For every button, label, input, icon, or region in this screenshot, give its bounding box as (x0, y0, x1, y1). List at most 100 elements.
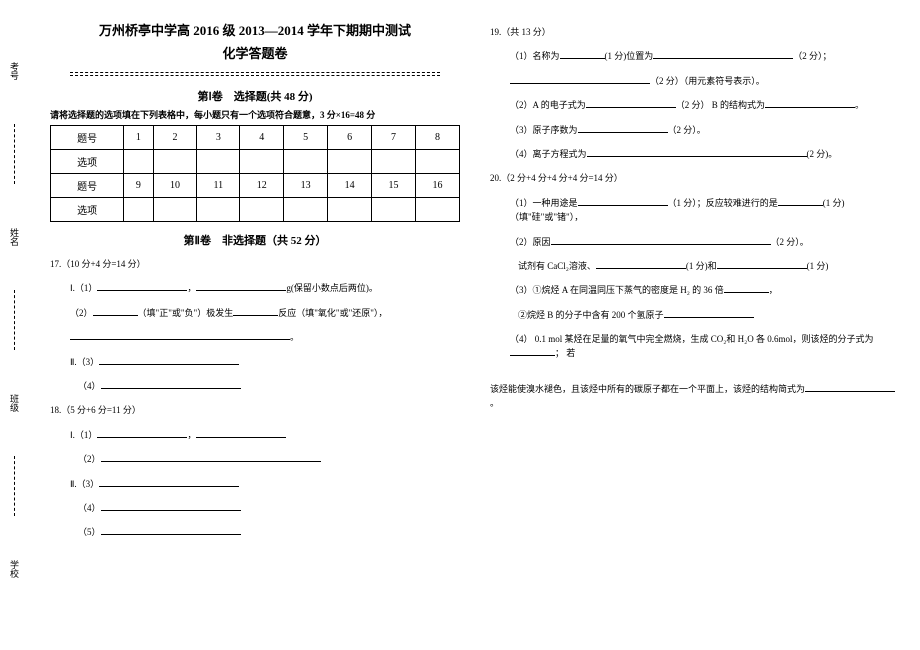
q17-line5: （4） (50, 379, 460, 393)
blank[interactable] (578, 123, 668, 133)
q17-1a: Ⅰ.（1） (70, 283, 97, 293)
q20-taila: 该烃能使溴水褪色，且该烃中所有的碳原子都在一个平面上，该烃的结构简式为 (490, 384, 805, 394)
q17-1c: g(保留小数点后两位)。 (286, 283, 378, 293)
q18-line5: （5） (50, 525, 460, 539)
blank[interactable] (196, 428, 286, 438)
q20-4b: ， (769, 285, 778, 295)
side-label-class: 班级 (8, 392, 21, 414)
blank[interactable] (101, 501, 241, 511)
q20-line6: （4） 0.1 mol 某烃在足量的氧气中完全燃烧，生成 CO₂和 H₂O 各 … (490, 332, 900, 361)
q20-line4: （3）①烷烃 A 在同温同压下蒸气的密度是 H₂ 的 36 倍 ， (490, 283, 900, 297)
blank[interactable] (196, 281, 286, 291)
blank[interactable] (724, 283, 769, 293)
qnum-cell: 5 (284, 126, 328, 150)
side-line (14, 456, 15, 516)
q17-2a: （2） (70, 308, 93, 318)
blank[interactable] (101, 525, 241, 535)
q20-4a: （3）①烷烃 A 在同温同压下蒸气的密度是 H₂ 的 36 倍 (510, 285, 724, 295)
q18-1c: ， (187, 430, 196, 440)
blank[interactable] (510, 346, 555, 356)
table-row: 选项 (51, 150, 460, 174)
ans-cell[interactable] (197, 198, 240, 222)
blank[interactable] (578, 196, 668, 206)
q20-line5: ②烷烃 B 的分子中含有 200 个氢原子 (490, 308, 900, 322)
ans-cell[interactable] (240, 150, 284, 174)
q17-2c: 反应（填"氧化"或"还原"）， (278, 308, 387, 318)
blank[interactable] (805, 382, 895, 392)
q18-line4: （4） (50, 501, 460, 515)
q20-line1: （1）一种用途是（1 分）；反应较难进行的是(1 分)（填"硅"或"锗"）， (490, 196, 900, 225)
q20-5: ②烷烃 B 的分子中含有 200 个氢原子 (518, 310, 664, 320)
q20-head: 20.（2 分+4 分+4 分+4 分=14 分） (490, 171, 900, 185)
q19-1c: （2 分）； (793, 51, 831, 61)
ans-cell[interactable] (328, 150, 372, 174)
ans-cell[interactable] (415, 198, 459, 222)
ans-cell[interactable] (284, 150, 328, 174)
blank[interactable] (664, 308, 754, 318)
right-column: 19.（共 13 分） （1）名称为(1 分)位置为（2 分）； （2 分）（用… (480, 20, 905, 630)
qnum-cell: 11 (197, 174, 240, 198)
blank[interactable] (233, 306, 278, 316)
side-label-school: 学校 (8, 558, 21, 580)
blank[interactable] (596, 259, 686, 269)
side-line (14, 290, 15, 350)
blank[interactable] (587, 147, 807, 157)
blank[interactable] (653, 49, 793, 59)
qnum-cell: 2 (153, 126, 197, 150)
side-line (14, 124, 15, 184)
blank[interactable] (510, 74, 650, 84)
ans-cell[interactable] (124, 150, 153, 174)
ans-cell[interactable] (153, 198, 197, 222)
ans-cell[interactable] (197, 150, 240, 174)
blank[interactable] (99, 477, 239, 487)
qnum-cell: 15 (372, 174, 416, 198)
ans-cell[interactable] (328, 198, 372, 222)
blank[interactable] (101, 452, 321, 462)
q19-line2: （2）A 的电子式为（2 分） B 的结构式为。 (490, 98, 900, 112)
seal-line (70, 72, 440, 76)
ans-cell[interactable] (415, 150, 459, 174)
q20-6b: ； 若 (555, 348, 575, 358)
q17-1b: ， (187, 283, 196, 293)
ans-cell[interactable] (284, 198, 328, 222)
qnum-cell: 13 (284, 174, 328, 198)
q17-line4: Ⅱ.（3） (50, 355, 460, 369)
blank[interactable] (97, 281, 187, 291)
q17-head: 17.（10 分+4 分=14 分） (50, 257, 460, 271)
qnum-cell: 10 (153, 174, 197, 198)
q20-6a: （4） 0.1 mol 某烃在足量的氧气中完全燃烧，生成 CO₂和 H₂O 各 … (510, 334, 874, 344)
blank[interactable] (765, 98, 855, 108)
blank[interactable] (70, 330, 290, 340)
ans-cell[interactable] (153, 150, 197, 174)
blank[interactable] (97, 428, 187, 438)
q18-head: 18.（5 分+6 分=11 分） (50, 403, 460, 417)
exam-title-line1: 万州桥亭中学高 2016 级 2013—2014 学年下期期中测试 (50, 20, 460, 39)
q19-2b: （2 分） B 的结构式为 (676, 100, 765, 110)
q19-line1: （1）名称为(1 分)位置为（2 分）； (490, 49, 900, 63)
q20-3c: (1 分) (807, 261, 829, 271)
q18-5: （5） (78, 527, 101, 537)
blank[interactable] (93, 306, 138, 316)
blank[interactable] (560, 49, 605, 59)
section1-heading: 第Ⅰ卷 选择题(共 48 分) (50, 88, 460, 104)
ans-cell[interactable] (240, 198, 284, 222)
q18-4: （4） (78, 503, 101, 513)
blank[interactable] (586, 98, 676, 108)
blank[interactable] (101, 379, 241, 389)
qnum-cell: 14 (328, 174, 372, 198)
section2-heading: 第Ⅱ卷 非选择题（共 52 分） (50, 232, 460, 248)
q20-3a: 试剂有 CaCl₂溶液、 (518, 261, 596, 271)
table-row: 选项 (51, 198, 460, 222)
q19-line4: （4）离子方程式为(2 分)。 (490, 147, 900, 161)
side-label-name: 姓名 (8, 226, 21, 248)
blank[interactable] (778, 196, 823, 206)
ans-cell[interactable] (372, 150, 416, 174)
blank[interactable] (99, 355, 239, 365)
q18-line1: Ⅰ.（1）， (50, 428, 460, 442)
ans-cell[interactable] (124, 198, 153, 222)
q20-2b: （2 分）。 (771, 237, 809, 247)
blank[interactable] (717, 259, 807, 269)
blank[interactable] (551, 235, 771, 245)
q18-3: Ⅱ.（3） (70, 479, 99, 489)
ans-cell[interactable] (372, 198, 416, 222)
